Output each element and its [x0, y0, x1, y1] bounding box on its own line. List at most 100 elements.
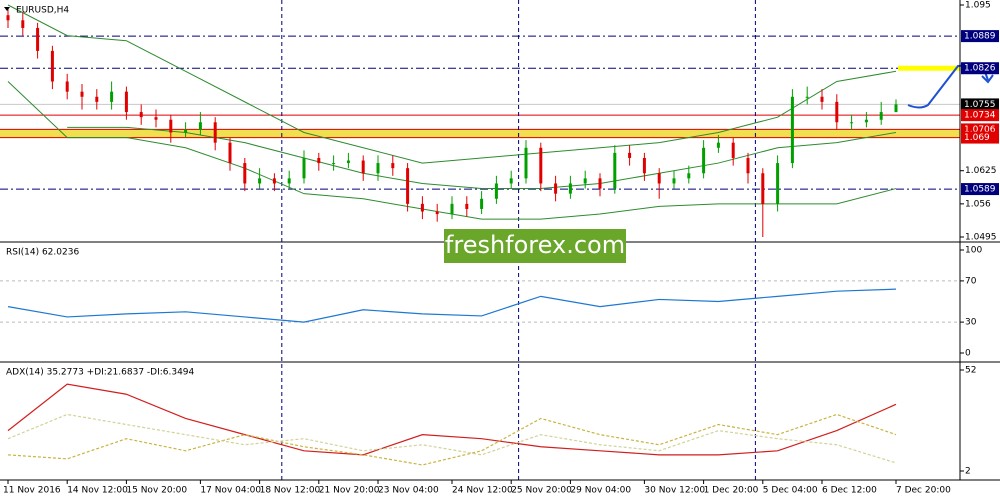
candle-body — [21, 20, 25, 28]
bollinger-upper — [7, 4, 897, 164]
candle-body — [894, 104, 898, 113]
candle-body — [95, 96, 99, 102]
y-tick-label: 1.0495 — [965, 233, 997, 243]
menu-triangle — [4, 7, 10, 11]
candle-body — [805, 96, 809, 98]
candle-body — [361, 160, 365, 174]
bollinger-middle — [67, 126, 897, 190]
x-tick-label: 1 Dec 20:00 — [704, 486, 759, 496]
price-label-box — [961, 131, 999, 144]
candle-body — [465, 203, 469, 209]
candle-body — [169, 119, 173, 133]
panel-title: ADX(14) 35.2773 +DI:21.6837 -DI:6.3494 — [6, 368, 195, 378]
candle-body — [243, 163, 247, 184]
candle-body — [494, 183, 498, 199]
candle-body — [346, 160, 350, 164]
candle-body — [598, 178, 602, 189]
x-tick-label: 25 Nov 20:00 — [511, 486, 572, 496]
x-tick-label: 15 Nov 20:00 — [126, 486, 187, 496]
price-label: 1.0755 — [964, 100, 996, 110]
watermark-box — [444, 229, 626, 263]
price-label-box — [961, 183, 999, 196]
x-tick-label: 11 Nov 2016 — [3, 486, 61, 496]
x-tick-label: 21 Nov 20:00 — [319, 486, 380, 496]
y-tick-label: 70 — [965, 276, 977, 286]
candle-body — [509, 178, 513, 184]
candle-body — [287, 178, 291, 184]
x-tick-label: 23 Nov 04:00 — [378, 486, 439, 496]
y-tick-label: 1.0625 — [965, 166, 997, 176]
candle-body — [198, 122, 202, 130]
candle-body — [6, 15, 10, 21]
y-tick-label: 2 — [965, 467, 971, 477]
y-tick-label: 52 — [965, 366, 976, 376]
candle-body — [687, 173, 691, 179]
price-label-box — [961, 62, 999, 75]
candle-body — [716, 142, 720, 148]
candle-body — [213, 122, 217, 143]
candle-body — [154, 117, 158, 120]
indicator-line — [7, 413, 897, 466]
price-label: 1.0889 — [964, 32, 996, 42]
candle-body — [36, 27, 40, 51]
candle-body — [746, 157, 750, 174]
zone — [0, 129, 960, 138]
candle-body — [539, 147, 543, 184]
candle-body — [272, 178, 276, 184]
candle-body — [435, 211, 439, 215]
candle-body — [376, 163, 380, 174]
candle-body — [776, 163, 780, 204]
candle-body — [850, 122, 854, 124]
candle-body — [554, 183, 558, 194]
price-label-box — [961, 98, 999, 111]
candle-body — [672, 178, 676, 184]
watermark: freshforex.com — [445, 231, 625, 259]
candle-body — [761, 173, 765, 204]
candle-body — [332, 163, 336, 165]
candle-body — [228, 142, 232, 164]
candle-body — [613, 152, 617, 189]
x-tick-label: 14 Nov 12:00 — [67, 486, 128, 496]
x-tick-label: 30 Nov 12:00 — [644, 486, 705, 496]
candle-body — [50, 50, 54, 82]
price-label: 1.0826 — [964, 64, 996, 74]
panel-title: EURUSD,H4 — [16, 6, 69, 16]
candle-body — [420, 203, 424, 212]
candle-body — [406, 168, 410, 204]
candle-body — [317, 157, 321, 164]
candle-body — [480, 198, 484, 209]
y-tick-label: 1.095 — [965, 1, 991, 11]
x-tick-label: 6 Dec 12:00 — [822, 486, 877, 496]
candle-body — [879, 112, 883, 120]
panel-title: RSI(14) 62.0236 — [6, 248, 79, 258]
indicator-line — [7, 288, 897, 323]
x-tick-label: 18 Nov 12:00 — [260, 486, 321, 496]
candle-body — [184, 129, 188, 133]
candle-body — [642, 157, 646, 174]
y-tick-label: 100 — [965, 246, 982, 256]
y-tick-label: 30 — [965, 318, 977, 328]
candle-body — [731, 142, 735, 158]
candle-body — [702, 147, 706, 174]
candle-body — [65, 81, 69, 92]
candle-body — [864, 119, 868, 123]
price-label: 1.0589 — [964, 185, 996, 195]
candle-body — [110, 91, 114, 102]
y-tick-label: 0 — [965, 349, 971, 359]
price-label-box — [961, 30, 999, 43]
candle-body — [139, 112, 143, 118]
candle-body — [302, 157, 306, 179]
candle-body — [820, 96, 824, 102]
x-tick-label: 5 Dec 04:00 — [763, 486, 818, 496]
candle-body — [583, 178, 587, 184]
x-tick-label: 17 Nov 04:00 — [200, 486, 261, 496]
candle-body — [657, 173, 661, 184]
price-label: 1.0734 — [964, 111, 996, 121]
x-tick-label: 24 Nov 12:00 — [452, 486, 513, 496]
y-tick-label: 1.056 — [965, 199, 991, 209]
candle-body — [124, 91, 128, 113]
x-tick-label: 7 Dec 20:00 — [896, 486, 951, 496]
arrow-head — [981, 74, 994, 84]
price-label-box — [961, 109, 999, 122]
candle-body — [258, 178, 262, 184]
